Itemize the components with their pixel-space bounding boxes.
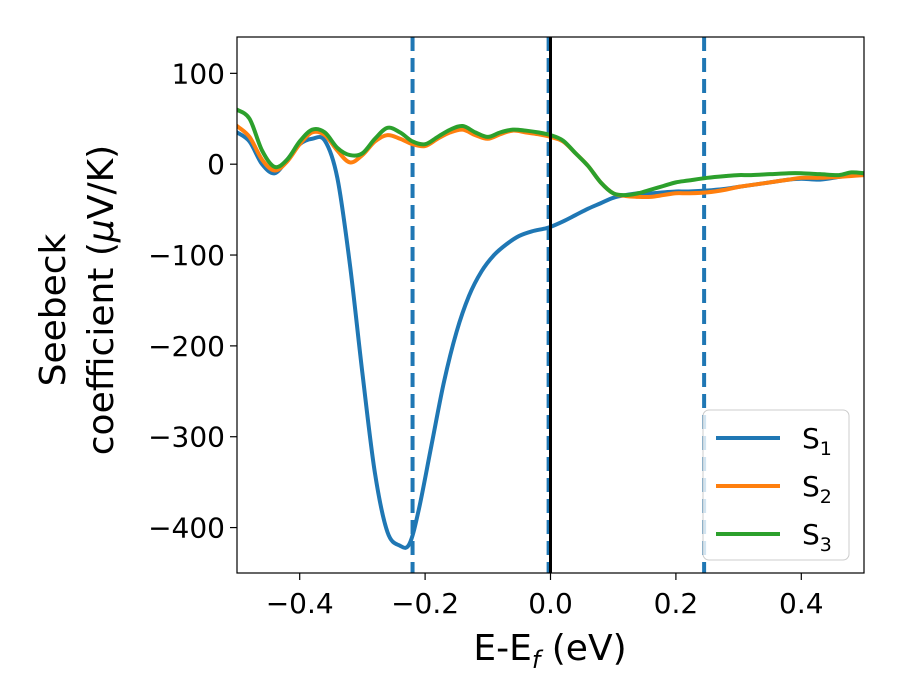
- x-tick-label-4: 0.4: [779, 587, 824, 620]
- reference-lines: [410, 37, 707, 573]
- legend-label-s3: S3: [802, 518, 832, 556]
- y-axis-ticks: 100 0 −100 −200 −300 −400: [148, 57, 237, 545]
- legend-label-s1: S1: [802, 422, 832, 460]
- y-axis-title-line1: Seebeck: [33, 233, 74, 386]
- x-tick-label-2: 0.0: [528, 587, 573, 620]
- x-axis-title: E-Ef (eV): [473, 628, 626, 674]
- y-tick-label-0: 100: [172, 57, 225, 90]
- x-tick-label-3: 0.2: [654, 587, 699, 620]
- y-tick-label-4: −300: [148, 421, 225, 454]
- y-tick-label-2: −100: [148, 239, 225, 272]
- legend: S1 S2 S3: [702, 409, 850, 561]
- y-axis-title: Seebeck coefficient (μV/K): [33, 145, 122, 455]
- x-tick-label-1: −0.2: [391, 587, 459, 620]
- x-tick-label-0: −0.4: [266, 587, 334, 620]
- y-tick-label-1: 0: [207, 148, 225, 181]
- x-axis-ticks: −0.4 −0.2 0.0 0.2 0.4: [266, 573, 824, 620]
- y-tick-label-5: −400: [148, 512, 225, 545]
- series-lines: [237, 37, 864, 573]
- series-line-s3: [237, 107, 864, 198]
- y-axis-title-line2: coefficient (μV/K): [81, 145, 122, 455]
- legend-label-s2: S2: [802, 470, 832, 508]
- y-tick-label-3: −200: [148, 330, 225, 363]
